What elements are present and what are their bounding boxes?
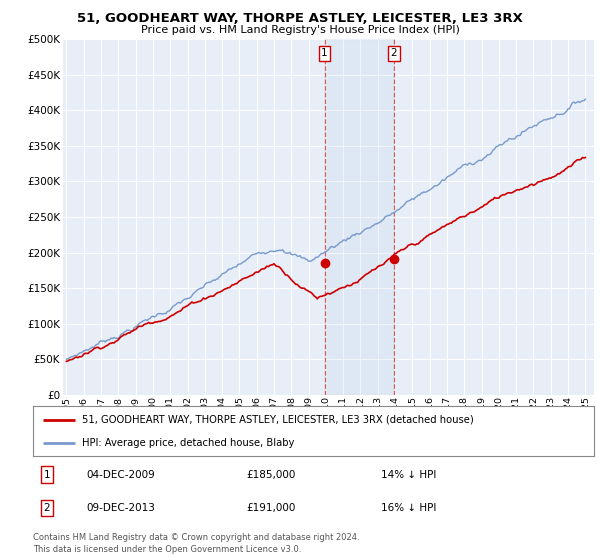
Text: 51, GOODHEART WAY, THORPE ASTLEY, LEICESTER, LE3 3RX (detached house): 51, GOODHEART WAY, THORPE ASTLEY, LEICES… [82,414,474,424]
Text: £185,000: £185,000 [246,470,296,479]
Text: 2: 2 [391,48,397,58]
Text: Price paid vs. HM Land Registry's House Price Index (HPI): Price paid vs. HM Land Registry's House … [140,25,460,35]
Text: HPI: Average price, detached house, Blaby: HPI: Average price, detached house, Blab… [82,438,295,448]
Text: £191,000: £191,000 [246,503,296,513]
Text: 09-DEC-2013: 09-DEC-2013 [86,503,155,513]
Text: 04-DEC-2009: 04-DEC-2009 [86,470,155,479]
Text: 1: 1 [321,48,328,58]
Text: 1: 1 [44,470,50,479]
Text: 2: 2 [44,503,50,513]
Text: 14% ↓ HPI: 14% ↓ HPI [381,470,436,479]
Text: Contains HM Land Registry data © Crown copyright and database right 2024.
This d: Contains HM Land Registry data © Crown c… [33,533,359,554]
Text: 51, GOODHEART WAY, THORPE ASTLEY, LEICESTER, LE3 3RX: 51, GOODHEART WAY, THORPE ASTLEY, LEICES… [77,12,523,25]
Text: 16% ↓ HPI: 16% ↓ HPI [381,503,436,513]
Bar [325,39,394,395]
